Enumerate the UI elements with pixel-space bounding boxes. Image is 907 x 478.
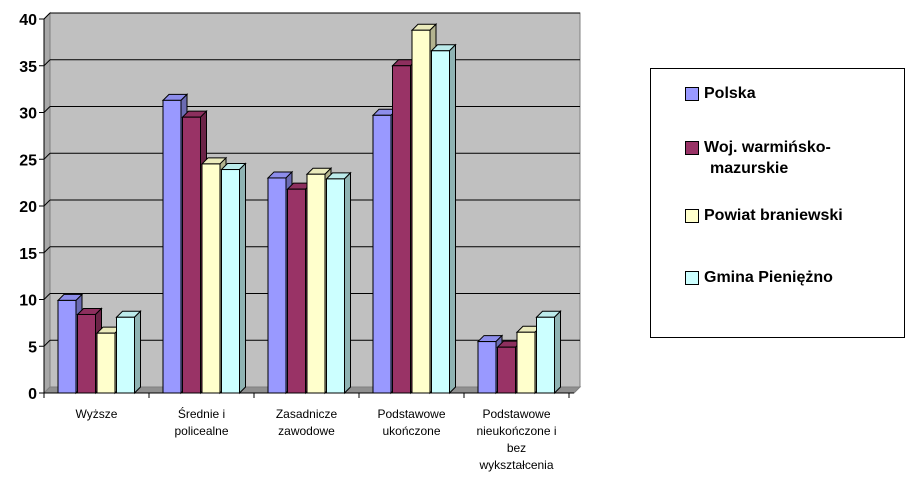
bar-front bbox=[287, 188, 306, 394]
bar-front bbox=[326, 178, 345, 394]
x-tick-label: Podstawowe nieukończone i bez wykształcenia bbox=[476, 407, 556, 472]
bar-front bbox=[201, 163, 221, 394]
y-tick-label: 5 bbox=[28, 339, 37, 356]
legend-swatch bbox=[685, 141, 699, 155]
y-tick-label: 10 bbox=[19, 293, 37, 310]
bar-front bbox=[96, 332, 116, 394]
bar-front bbox=[77, 313, 96, 394]
bar-front bbox=[221, 169, 240, 394]
legend-item: Woj. warmińsko-mazurskie bbox=[685, 137, 894, 179]
y-tick-labels: 0 5 10 15 20 25 30 35 40 bbox=[19, 12, 37, 403]
legend-swatch bbox=[685, 87, 699, 101]
gridline-depth bbox=[43, 59, 51, 67]
bar bbox=[115, 310, 142, 395]
legend-label: Polska bbox=[704, 85, 756, 102]
legend-item: Powiat braniewski bbox=[685, 205, 894, 226]
bar bbox=[535, 310, 562, 395]
legend-label: Gmina Pieniężno bbox=[704, 269, 833, 286]
legend-item: Gmina Pieniężno bbox=[685, 267, 894, 288]
legend-item: Polska bbox=[685, 83, 894, 104]
gridline-depth bbox=[43, 199, 51, 207]
bar-front bbox=[536, 316, 555, 394]
bar-side bbox=[134, 310, 141, 395]
bar-front bbox=[162, 99, 182, 394]
bar-front bbox=[306, 173, 326, 394]
bar-side bbox=[239, 162, 246, 395]
gridline-depth bbox=[43, 12, 51, 20]
legend: Polska Woj. warmińsko-mazurskie Powiat bra… bbox=[650, 68, 905, 338]
y-tick-label: 25 bbox=[19, 152, 37, 169]
bar bbox=[430, 43, 457, 395]
legend-label: Powiat braniewski bbox=[704, 207, 843, 224]
y-tick-label: 15 bbox=[19, 246, 37, 263]
bar-front bbox=[267, 177, 287, 394]
x-tick-label: Wyższe bbox=[76, 407, 118, 421]
bar-side bbox=[449, 43, 456, 395]
bar-side bbox=[554, 310, 561, 395]
y-tick-label: 35 bbox=[19, 59, 37, 76]
y-tick-label: 40 bbox=[19, 12, 37, 29]
gridline-depth bbox=[43, 152, 51, 160]
bar-front bbox=[431, 50, 450, 394]
bar-front bbox=[182, 116, 201, 394]
bar-front bbox=[392, 65, 411, 394]
bars bbox=[56, 23, 562, 395]
bar-front bbox=[411, 29, 431, 394]
bar bbox=[325, 171, 352, 395]
legend-label: Woj. warmińsko-mazurskie bbox=[704, 139, 831, 177]
y-tick-label: 30 bbox=[19, 106, 37, 123]
gridline-depth bbox=[43, 246, 51, 254]
bar-front bbox=[372, 114, 392, 394]
bar-front bbox=[516, 331, 536, 394]
x-tick-label: Średnie i policealne bbox=[174, 406, 228, 438]
x-tick-labels: Wyższe Średnie i policealne Zasadnicze zawod… bbox=[76, 406, 557, 472]
y-tick-label: 0 bbox=[28, 386, 37, 403]
gridline-depth bbox=[43, 106, 51, 113]
bar bbox=[220, 162, 247, 395]
bar-front bbox=[497, 346, 516, 394]
bar-front bbox=[57, 299, 77, 394]
bar-front bbox=[116, 316, 135, 394]
x-tick-label: Zasadnicze zawodowe bbox=[276, 407, 338, 438]
gridline-depth bbox=[43, 293, 51, 300]
legend-swatch bbox=[685, 271, 699, 285]
y-tick-label: 20 bbox=[19, 199, 37, 216]
bar-front bbox=[477, 341, 497, 394]
bar-side bbox=[344, 171, 351, 395]
legend-swatch bbox=[685, 209, 699, 223]
gridline-depth bbox=[43, 339, 51, 347]
x-tick-label: Podstawowe ukończone bbox=[377, 407, 445, 438]
